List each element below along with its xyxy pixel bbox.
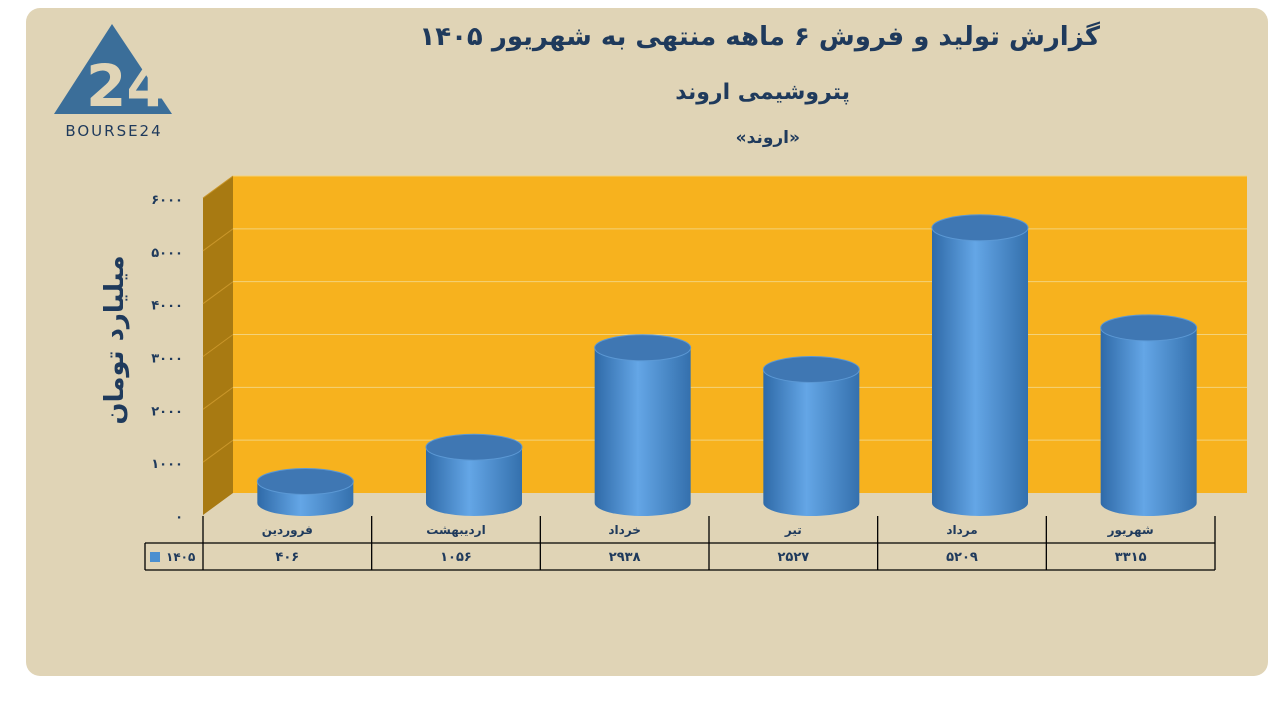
data-label: ۲۹۳۸ <box>609 550 641 565</box>
gridline-side <box>202 386 234 410</box>
gridline-side <box>202 439 234 463</box>
y-tick-label: ۲۰۰۰ <box>151 404 183 419</box>
gridline-side <box>202 334 234 357</box>
bourse24-logo: 24 BOURSE24 <box>54 24 172 140</box>
y-tick-label: ۱۰۰۰ <box>151 457 183 472</box>
data-label: ۵۲۰۹ <box>946 550 978 565</box>
ticker-symbol: «اروند» <box>735 128 800 148</box>
bar-top <box>1100 314 1198 342</box>
bar-top <box>931 214 1029 242</box>
y-tick-label: ۰ <box>175 510 183 525</box>
bar <box>594 347 691 517</box>
y-tick-label: ۶۰۰۰ <box>151 193 183 208</box>
data-label: ۲۵۲۷ <box>777 550 809 565</box>
bar <box>1100 327 1197 517</box>
x-tick-label: تیر <box>784 523 802 537</box>
bar-top <box>425 433 523 461</box>
x-tick-label: مرداد <box>946 523 977 537</box>
x-tick-label: شهریور <box>1107 523 1154 538</box>
data-label: ۳۳۱۵ <box>1115 550 1147 565</box>
gridline-side <box>202 228 234 252</box>
bar-top <box>256 468 354 496</box>
svg-text:24: 24 <box>86 52 167 120</box>
chart-title: گزارش تولید و فروش ۶ ماهه منتهی به شهریو… <box>419 22 1100 52</box>
legend-label: ۱۴۰۵ <box>166 550 195 564</box>
bar <box>763 369 860 517</box>
y-tick-label: ۴۰۰۰ <box>151 299 183 314</box>
data-label: ۴۰۶ <box>275 550 299 565</box>
x-tick-label: اردیبهشت <box>426 523 485 537</box>
company-name: پتروشیمی اروند <box>675 80 850 105</box>
bar <box>426 447 522 516</box>
bar-top <box>594 334 692 362</box>
y-tick-label: ۳۰۰۰ <box>151 352 183 367</box>
data-label: ۱۰۵۶ <box>440 550 472 565</box>
y-tick-label: ۵۰۰۰ <box>151 246 183 261</box>
logo-text: BOURSE24 <box>65 122 162 140</box>
x-tick-label: فروردین <box>262 523 313 538</box>
legend-swatch <box>150 552 160 562</box>
bar-top <box>762 355 860 383</box>
gridline-side <box>202 175 234 199</box>
x-tick-label: خرداد <box>608 523 641 537</box>
bar <box>932 227 1028 516</box>
gridline-side <box>202 281 234 305</box>
